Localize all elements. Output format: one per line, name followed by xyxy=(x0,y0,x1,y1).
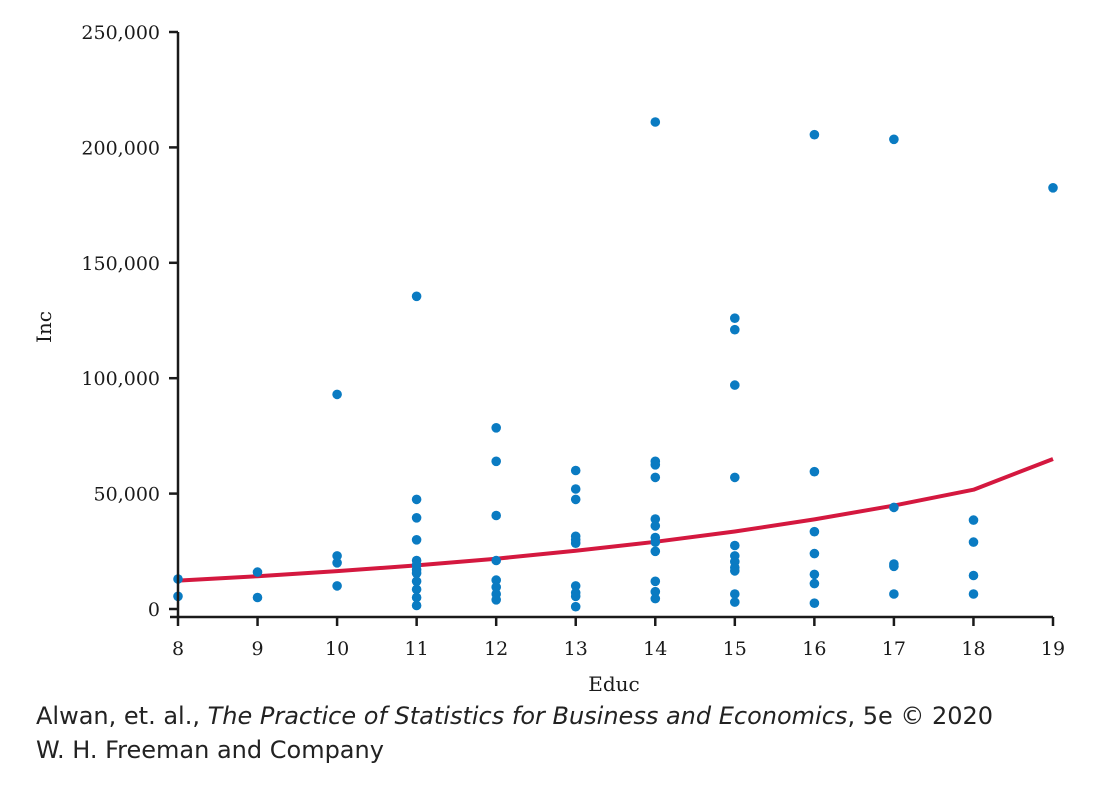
y-tick-label: 50,000 xyxy=(94,484,160,506)
y-tick-label: 100,000 xyxy=(81,368,160,390)
x-tick-label: 8 xyxy=(172,638,184,660)
data-point xyxy=(650,514,661,524)
data-point xyxy=(332,581,342,591)
x-tick-label: 9 xyxy=(251,638,263,660)
data-point xyxy=(570,591,581,602)
data-point xyxy=(332,551,342,561)
y-tick-label: 0 xyxy=(148,599,160,621)
data-point xyxy=(491,575,502,585)
data-point xyxy=(332,558,342,568)
x-tick-label: 18 xyxy=(961,638,985,660)
credit-prefix: Alwan, et. al., xyxy=(36,702,208,730)
data-point xyxy=(332,389,342,400)
data-point xyxy=(570,465,581,476)
x-tick-label: 15 xyxy=(723,638,747,660)
x-tick-label: 17 xyxy=(882,638,906,660)
x-tick-label: 14 xyxy=(643,638,667,660)
data-point xyxy=(650,586,661,597)
y-tick-label: 200,000 xyxy=(81,137,160,159)
credit-line-1: Alwan, et. al., The Practice of Statisti… xyxy=(36,702,993,730)
x-tick-label: 19 xyxy=(1041,638,1065,660)
data-point xyxy=(809,129,820,140)
data-point xyxy=(809,578,820,589)
x-tick-label: 16 xyxy=(802,638,826,660)
data-point xyxy=(650,117,661,127)
credit-book-title: The Practice of Statistics for Business … xyxy=(207,702,848,730)
data-point xyxy=(889,589,899,599)
data-point xyxy=(411,584,422,595)
data-point xyxy=(411,291,422,302)
data-point xyxy=(809,569,820,580)
data-point xyxy=(968,589,979,599)
x-tick-label: 13 xyxy=(564,638,588,660)
data-point xyxy=(411,576,422,587)
y-axis-title: Inc xyxy=(32,311,56,343)
data-point xyxy=(889,134,899,145)
data-point xyxy=(411,494,422,505)
data-point xyxy=(650,521,661,531)
data-point xyxy=(1048,183,1058,193)
data-point xyxy=(491,510,502,521)
data-point xyxy=(411,535,422,545)
y-axis-ticks: 0 50,000 100,000 150,000 200,000 250,000 xyxy=(81,22,178,621)
data-point xyxy=(809,466,820,477)
data-point xyxy=(650,460,661,470)
data-point xyxy=(411,513,422,523)
credit-edition: , 5e © 2020 xyxy=(847,702,994,730)
x-tick-label: 12 xyxy=(484,638,508,660)
y-tick-label: 250,000 xyxy=(81,22,160,44)
data-point xyxy=(252,567,263,577)
data-point xyxy=(570,581,581,591)
scatter-chart: 0 50,000 100,000 150,000 200,000 250,000 8 9 10… xyxy=(32,22,1065,696)
data-point xyxy=(809,598,820,608)
data-point xyxy=(730,380,740,390)
data-point xyxy=(968,537,979,547)
data-point xyxy=(650,593,661,604)
data-point xyxy=(730,566,740,576)
data-point xyxy=(650,472,661,483)
data-point xyxy=(570,484,581,494)
data-point xyxy=(491,595,502,605)
data-point xyxy=(570,601,581,612)
data-point xyxy=(491,456,502,467)
data-point xyxy=(730,472,740,483)
x-tick-label: 11 xyxy=(405,638,429,660)
data-point xyxy=(491,423,502,433)
data-point xyxy=(650,537,661,547)
data-point xyxy=(730,540,740,551)
data-point xyxy=(411,600,422,611)
data-point xyxy=(491,555,502,566)
data-point xyxy=(889,561,899,572)
x-tick-label: 10 xyxy=(325,638,349,660)
x-axis-ticks: 8 9 10 11 12 13 14 15 16 17 18 19 xyxy=(172,617,1065,660)
y-tick-label: 150,000 xyxy=(81,253,160,275)
fitted-curve xyxy=(177,457,1054,583)
data-point xyxy=(809,526,820,537)
fitted-curve-layer xyxy=(177,457,1054,583)
data-point xyxy=(730,597,740,607)
data-point xyxy=(650,546,661,557)
data-point xyxy=(730,589,740,599)
credit-line-2: W. H. Freeman and Company xyxy=(36,736,384,764)
x-axis-title: Educ xyxy=(588,672,639,696)
data-point xyxy=(968,570,979,581)
data-point xyxy=(889,502,899,513)
data-point xyxy=(411,568,422,578)
data-point xyxy=(730,324,740,335)
data-point xyxy=(252,592,263,603)
data-point xyxy=(968,515,979,525)
data-point xyxy=(411,592,422,603)
data-point xyxy=(730,313,740,324)
data-point xyxy=(650,576,661,587)
data-points xyxy=(173,117,1058,612)
data-point xyxy=(570,538,581,548)
data-point xyxy=(809,548,820,559)
data-point xyxy=(570,494,581,505)
data-point xyxy=(491,582,502,592)
